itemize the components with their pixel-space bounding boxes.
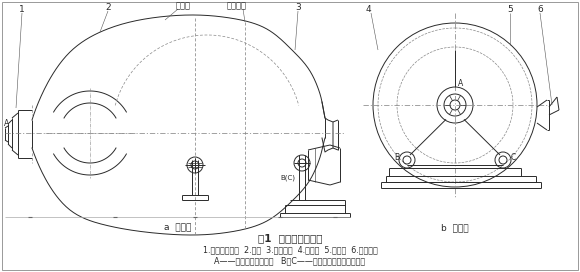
Text: A: A — [5, 119, 10, 128]
Text: 3: 3 — [295, 4, 301, 13]
Text: 5: 5 — [507, 5, 513, 14]
Text: 6: 6 — [537, 5, 543, 14]
Text: B(C): B(C) — [280, 175, 295, 181]
Text: 2: 2 — [105, 4, 111, 13]
Text: C: C — [510, 153, 516, 162]
Text: A——法兰盘组合体支点   B、C——主滚道与滚轮架机构支点: A——法兰盘组合体支点 B、C——主滚道与滚轮架机构支点 — [215, 256, 365, 265]
Text: a  主视图: a 主视图 — [164, 224, 191, 233]
Text: A: A — [458, 79, 463, 88]
Text: 辅助滚道: 辅助滚道 — [227, 2, 247, 11]
Text: 搅拌罐: 搅拌罐 — [176, 2, 190, 11]
Text: 图1  辅助滚道磨削机: 图1 辅助滚道磨削机 — [258, 233, 322, 243]
Text: 1: 1 — [19, 5, 25, 14]
Text: b  截面图: b 截面图 — [441, 224, 469, 233]
Text: B: B — [394, 153, 400, 162]
Text: 4: 4 — [365, 5, 371, 14]
Text: 1.法兰盘组合体  2.底架  3.滚轮机构  4.三角架  5.连接架  6.磨削装置: 1.法兰盘组合体 2.底架 3.滚轮机构 4.三角架 5.连接架 6.磨削装置 — [202, 246, 378, 255]
